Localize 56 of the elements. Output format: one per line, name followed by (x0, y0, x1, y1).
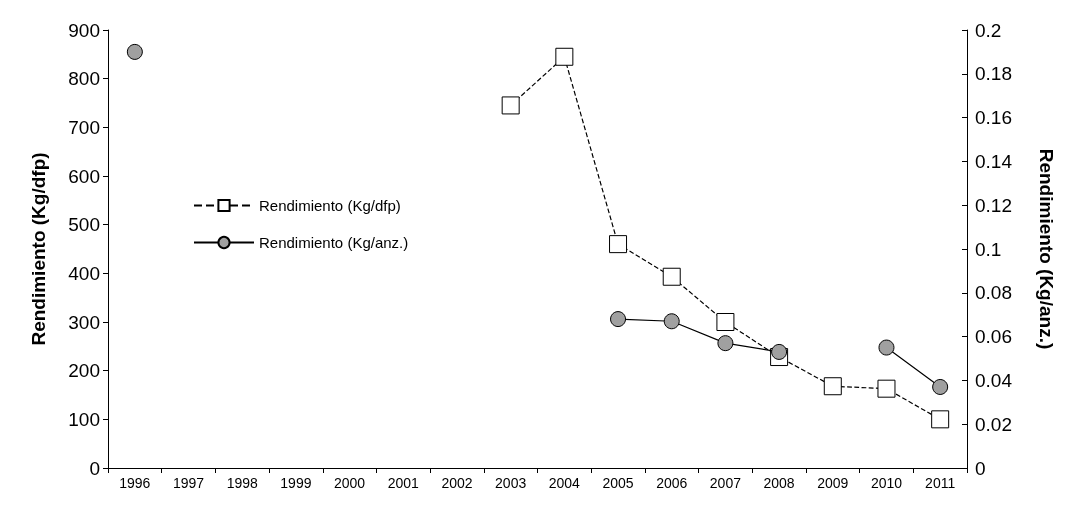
y2-tick-label: 0.2 (975, 19, 1002, 41)
x-tick-label: 2009 (817, 475, 849, 491)
point (931, 410, 950, 429)
x-tick-label: 2008 (763, 475, 795, 491)
point (771, 343, 788, 360)
x-tick-label: 2006 (656, 475, 688, 491)
y-tick-label: 900 (68, 19, 100, 41)
y-axis-title: Rendimiento (Kg/dfp) (28, 152, 49, 346)
y2-tick-label: 0.1 (975, 238, 1002, 260)
y-tick-label: 200 (68, 360, 100, 382)
point (663, 313, 680, 330)
point (823, 377, 842, 396)
point (716, 313, 735, 331)
y2-tick-label: 0.06 (975, 326, 1012, 348)
y2-tick-label: 0.18 (975, 63, 1012, 85)
point (555, 47, 574, 66)
y2-tick-label: 0 (975, 457, 986, 479)
x-tick-label: 1999 (280, 475, 312, 491)
y-tick-label: 400 (68, 262, 100, 284)
x-tick-label: 2002 (441, 475, 473, 491)
y-tick-label: 500 (68, 214, 100, 236)
point (877, 379, 896, 398)
y2-tick-label: 0.04 (975, 369, 1013, 391)
legend-label: Rendimiento (Kg/anz.) (259, 234, 409, 251)
point (610, 311, 627, 328)
y2-tick-label: 0.14 (975, 150, 1013, 172)
y-tick-label: 100 (68, 408, 100, 430)
point (662, 267, 681, 286)
point (501, 96, 520, 115)
x-tick-label: 1996 (119, 475, 151, 491)
x-tick-label: 2000 (334, 475, 366, 491)
y-tick-label: 700 (68, 116, 100, 138)
x-tick-label: 2010 (870, 475, 903, 491)
point (932, 378, 949, 395)
y2-axis-title: Rendimiento (Kg/anz.) (1036, 148, 1057, 350)
x-tick-label: 2001 (387, 475, 420, 491)
x-tick-label: 1997 (172, 475, 205, 491)
x-tick-label: 1998 (226, 475, 258, 491)
point (717, 335, 734, 352)
point (878, 339, 895, 356)
y2-tick-label: 0.02 (975, 413, 1012, 435)
point (609, 235, 628, 254)
y-tick-label: 800 (68, 68, 100, 90)
x-tick-label: 2004 (548, 475, 581, 491)
x-tick-label: 2005 (602, 475, 634, 491)
y-tick-label: 0 (89, 457, 100, 479)
y2-tick-label: 0.08 (975, 282, 1012, 304)
x-tick-label: 2011 (925, 475, 956, 491)
legend-label: Rendimiento (Kg/dfp) (259, 197, 401, 214)
x-tick-label: 2003 (495, 475, 527, 491)
y2-tick-label: 0.16 (975, 107, 1012, 129)
point (126, 43, 143, 60)
y2-tick-label: 0.12 (975, 194, 1012, 216)
y-tick-label: 600 (68, 165, 100, 187)
x-tick-label: 2007 (709, 475, 742, 491)
y-tick-label: 300 (68, 311, 100, 333)
